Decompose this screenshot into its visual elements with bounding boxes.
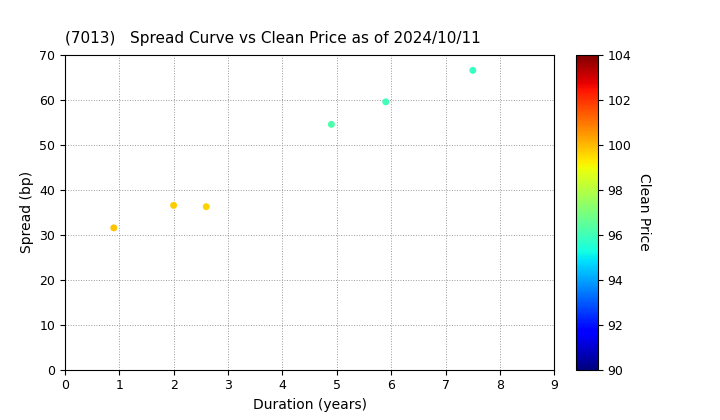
- Y-axis label: Spread (bp): Spread (bp): [19, 171, 34, 253]
- Point: [325, 121, 337, 128]
- Point: [200, 203, 212, 210]
- Point: [168, 202, 179, 209]
- Point: [380, 98, 392, 105]
- Text: (7013)   Spread Curve vs Clean Price as of 2024/10/11: (7013) Spread Curve vs Clean Price as of…: [65, 32, 480, 47]
- Point: [108, 224, 120, 231]
- Point: [467, 67, 479, 74]
- Y-axis label: Clean Price: Clean Price: [636, 173, 651, 251]
- X-axis label: Duration (years): Duration (years): [253, 398, 366, 412]
